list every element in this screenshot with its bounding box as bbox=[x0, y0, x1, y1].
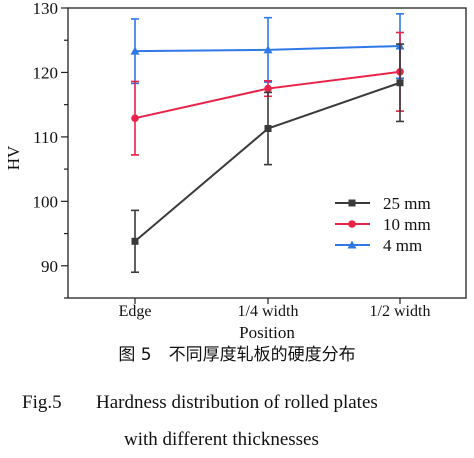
y-tick-label: 130 bbox=[33, 0, 59, 18]
legend-marker bbox=[347, 240, 357, 249]
legend-label: 4 mm bbox=[383, 236, 422, 255]
legend-label: 10 mm bbox=[383, 215, 431, 234]
data-point bbox=[130, 46, 140, 55]
data-point bbox=[263, 45, 273, 54]
figure-number: Fig.5 bbox=[22, 392, 62, 413]
figure-caption-english-line1: Fig.5 Hardness distribution of rolled pla… bbox=[22, 392, 474, 414]
figure-caption-english-title: Hardness distribution of rolled plates bbox=[96, 392, 378, 413]
series-4-mm bbox=[130, 13, 405, 85]
x-tick-label: 1/4 width bbox=[238, 303, 299, 320]
axes: 90 100 110 120 130 Edge 1/4 width 1/2 width bbox=[33, 0, 467, 320]
hardness-chart: 90 100 110 120 130 Edge 1/4 width 1/2 width 25 … bbox=[4, 0, 467, 340]
y-tick-label: 110 bbox=[33, 128, 58, 147]
legend: 25 mm 10 mm 4 mm bbox=[335, 194, 431, 255]
data-point bbox=[396, 79, 404, 87]
y-tick-label: 120 bbox=[33, 63, 59, 82]
figure-caption-english-line2: with different thicknesses bbox=[124, 429, 319, 450]
data-point bbox=[264, 84, 272, 93]
figure-caption-chinese: 图 5 不同厚度轧板的硬度分布 bbox=[118, 345, 356, 365]
legend-label: 25 mm bbox=[383, 194, 431, 213]
plot-series bbox=[130, 13, 405, 274]
y-axis-label: HV bbox=[4, 145, 23, 170]
y-tick-label: 90 bbox=[41, 257, 58, 276]
y-tick-label: 100 bbox=[33, 192, 59, 211]
data-point bbox=[264, 125, 272, 133]
x-tick-label: Edge bbox=[119, 303, 152, 320]
data-point bbox=[131, 114, 139, 122]
x-tick-label: 1/2 width bbox=[370, 303, 431, 320]
data-point bbox=[131, 237, 139, 245]
series-25-mm bbox=[131, 43, 404, 274]
x-axis-label: Position bbox=[239, 323, 295, 340]
plot-frame bbox=[67, 7, 467, 299]
legend-marker bbox=[348, 220, 356, 228]
legend-marker bbox=[348, 199, 356, 207]
